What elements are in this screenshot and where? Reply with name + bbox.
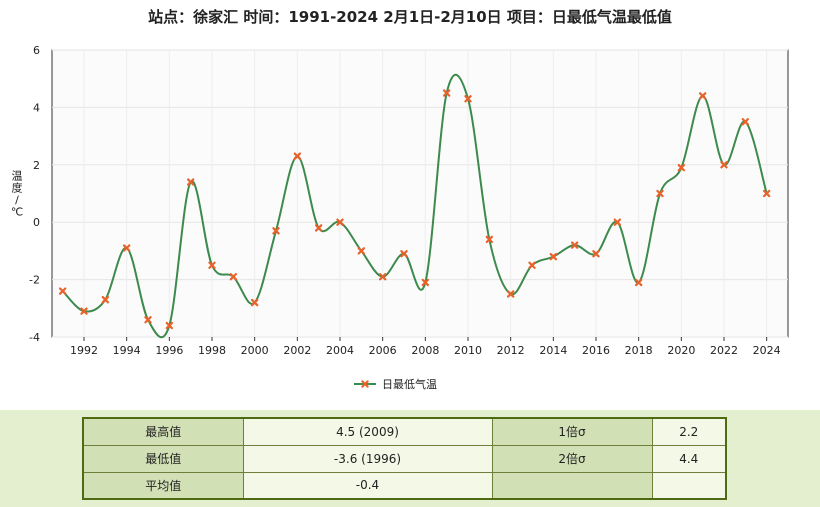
data-point-marker[interactable] [677,163,686,172]
y-tick-label: 4 [33,101,40,114]
data-point-marker[interactable] [250,298,259,307]
data-point-marker[interactable] [229,273,238,281]
series-line-daily-min-temp [61,73,768,339]
statistics-panel: 最高值 4.5 (2009) 1倍σ 2.2 最低值 -3.6 (1996) 2… [0,410,820,507]
stat-label-max: 最高值 [82,417,244,446]
x-tick-label: 1992 [70,344,98,357]
data-point-marker[interactable] [613,218,622,226]
stat-label-min: 最低值 [82,444,244,473]
data-point-marker[interactable] [421,278,430,287]
data-point-marker[interactable] [378,273,387,281]
data-point-marker[interactable] [80,307,88,315]
x-tick-label: 2006 [369,344,397,357]
data-point-marker[interactable] [506,290,515,298]
x-tick-label: 2002 [283,344,311,357]
data-point-marker[interactable] [592,250,600,258]
data-point-marker[interactable] [698,92,707,100]
y-tick-label: -4 [29,331,40,344]
statistics-table: 最高值 4.5 (2009) 1倍σ 2.2 最低值 -3.6 (1996) 2… [82,417,727,500]
stat-label-empty [491,471,653,500]
stat-value-mean: -0.4 [242,471,493,500]
x-tick-label: 1996 [155,344,183,357]
x-tick-label: 1998 [198,344,226,357]
y-tick-label: 2 [33,159,40,172]
data-point-marker[interactable] [549,252,558,261]
x-tick-label: 2010 [454,344,482,357]
data-point-marker[interactable] [272,227,280,235]
x-tick-label: 2000 [241,344,269,357]
x-tick-label: 2004 [326,344,354,357]
data-point-marker[interactable] [208,261,216,269]
data-point-marker[interactable] [442,89,451,97]
y-tick-label: 6 [33,44,40,57]
table-row: 最低值 -3.6 (1996) 2倍σ 4.4 [82,444,727,473]
x-tick-label: 2022 [710,344,738,357]
x-tick-label: 2016 [582,344,610,357]
y-axis: -4 -2 0 2 4 6 [29,44,40,344]
grid-lines [52,49,788,338]
data-point-marker[interactable] [357,247,366,255]
stat-value-min: -3.6 (1996) [242,444,493,473]
data-point-marker[interactable] [464,95,472,103]
table-row: 最高值 4.5 (2009) 1倍σ 2.2 [82,417,727,446]
x-axis: 1992 1994 1996 1998 2000 2002 2004 2006 2008 2010… [70,337,781,357]
x-tick-label: 2008 [411,344,439,357]
data-point-marker[interactable] [720,161,728,169]
x-tick-label: 1994 [113,344,141,357]
data-point-marker[interactable] [186,178,195,186]
data-point-marker[interactable] [122,244,131,252]
x-tick-label: 2018 [625,344,653,357]
y-tick-label: 0 [33,216,40,229]
chart-title: 站点：徐家汇 时间：1991-2024 2月1日-2月10日 项目：日最低气温最… [148,8,672,26]
legend[interactable]: 日最低气温 [354,377,437,391]
x-tick-label: 2024 [753,344,781,357]
data-point-marker[interactable] [400,250,408,258]
data-point-marker[interactable] [762,189,771,198]
x-tick-label: 2020 [667,344,695,357]
data-point-marker[interactable] [165,321,174,330]
data-point-marker[interactable] [634,278,643,287]
stat-value-2sigma: 4.4 [651,444,727,473]
y-tick-label: -2 [29,274,40,287]
stat-label-2sigma: 2倍σ [491,444,653,473]
data-point-marker[interactable] [101,295,110,304]
data-point-marker[interactable] [656,189,664,198]
y-axis-label: 温度/℃ [11,170,23,219]
data-point-marker[interactable] [293,152,302,160]
series-markers [58,89,771,330]
stat-value-empty [651,471,727,500]
data-point-marker[interactable] [570,241,579,249]
stat-label-1sigma: 1倍σ [491,417,653,446]
plot-area [51,49,789,338]
table-row: 平均值 -0.4 [82,471,727,500]
data-point-marker[interactable] [144,316,152,324]
data-point-marker[interactable] [485,235,494,244]
legend-label: 日最低气温 [382,377,437,391]
data-point-marker[interactable] [314,224,323,232]
x-tick-label: 2014 [539,344,567,357]
legend-marker-icon [361,380,369,388]
stat-value-1sigma: 2.2 [651,417,727,446]
data-point-marker[interactable] [528,261,536,269]
data-point-marker[interactable] [741,118,750,126]
data-point-marker[interactable] [58,287,67,295]
data-point-marker[interactable] [336,218,344,226]
x-tick-label: 2012 [497,344,525,357]
stat-value-max: 4.5 (2009) [242,417,493,446]
stat-label-mean: 平均值 [82,471,244,500]
temperature-line-chart: -4 -2 0 2 4 6 1992 1994 1996 1998 2000 2002 2004 200… [11,44,789,391]
